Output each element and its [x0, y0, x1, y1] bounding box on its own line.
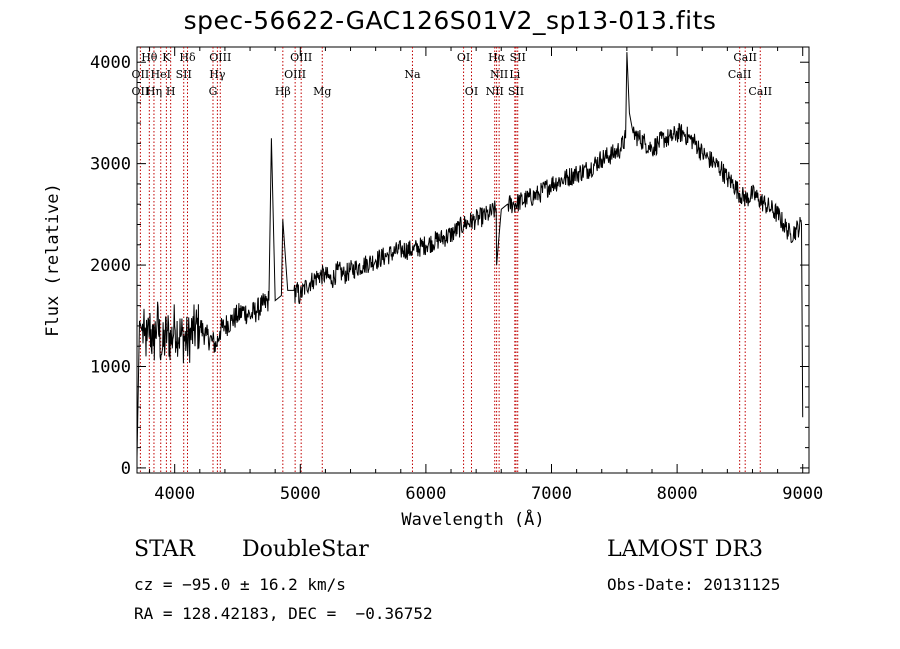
- x-tick-label: 8000: [657, 484, 698, 504]
- spectral-line-label: Na: [404, 68, 421, 81]
- spectral-line-label: CaII: [733, 51, 757, 64]
- spectral-line-label: H: [166, 85, 176, 98]
- spectral-line-label: SII: [176, 68, 192, 81]
- obs-date-text: Obs-Date: 20131125: [607, 575, 780, 594]
- object-subclass: DoubleStar: [242, 537, 369, 562]
- coordinates-text: RA = 128.42183, DEC = −0.36752: [134, 604, 433, 623]
- x-tick-label: 7000: [531, 484, 572, 504]
- spectral-line-label: Hθ: [141, 51, 158, 64]
- object-class: STAR: [134, 537, 195, 562]
- spectral-line-label: G: [209, 85, 218, 98]
- spectral-line-label: OIII: [209, 51, 231, 64]
- spectral-line-label: Li: [509, 68, 520, 81]
- spectral-line-label: Hγ: [209, 68, 226, 81]
- spectral-line-label: NII: [490, 68, 508, 81]
- y-axis-label: Flux (relative): [43, 183, 63, 337]
- line-label-group: Hθ K Hδ OIII OIII OI Hα SII CaII OII HeI SII Hγ OIII N…: [132, 51, 773, 98]
- spectral-line-label: Hβ: [275, 85, 291, 98]
- survey-name: LAMOST DR3: [607, 537, 763, 562]
- spectral-line-label: OIII: [284, 68, 306, 81]
- spectral-line-label: Hα: [488, 51, 506, 64]
- spectral-line-label: Mg: [313, 85, 331, 98]
- series-group: [137, 52, 803, 458]
- spectral-line-label: CaII: [748, 85, 772, 98]
- y-tick-label: 2000: [90, 256, 131, 276]
- line-marker-group: [140, 47, 760, 473]
- x-tick-label: 4000: [154, 484, 195, 504]
- x-tick-label: 6000: [405, 484, 446, 504]
- spectral-line-label: CaII: [728, 68, 752, 81]
- y-tick-label: 3000: [90, 155, 131, 175]
- x-tick-label: 9000: [782, 484, 823, 504]
- spectral-line-label: SII: [510, 51, 526, 64]
- y-tick-label: 0: [121, 459, 131, 479]
- spectral-line-label: Hη: [146, 85, 162, 98]
- axis-group: 4000 5000 6000 7000 8000 9000 0 1000 2000 3000 400…: [90, 47, 823, 504]
- spectral-line-label: NII: [486, 85, 504, 98]
- redshift-text: cz = −95.0 ± 16.2 km/s: [134, 575, 346, 594]
- plot-frame: [137, 47, 809, 473]
- x-axis-label: Wavelength (Å): [137, 510, 809, 530]
- spectral-line-label: OII: [132, 68, 150, 81]
- spectral-line-label: OI: [465, 85, 478, 98]
- spectral-line-label: OI: [457, 51, 470, 64]
- spectral-line-label: HeI: [151, 68, 171, 81]
- y-tick-label: 4000: [90, 53, 131, 73]
- x-tick-label: 5000: [280, 484, 321, 504]
- spectral-line-label: SII: [508, 85, 524, 98]
- spectral-line-label: OIII: [290, 51, 312, 64]
- series-line-flux: [137, 52, 803, 458]
- spectral-line-label: Hδ: [179, 51, 196, 64]
- y-tick-label: 1000: [90, 358, 131, 378]
- spectral-line-label: K: [162, 51, 171, 64]
